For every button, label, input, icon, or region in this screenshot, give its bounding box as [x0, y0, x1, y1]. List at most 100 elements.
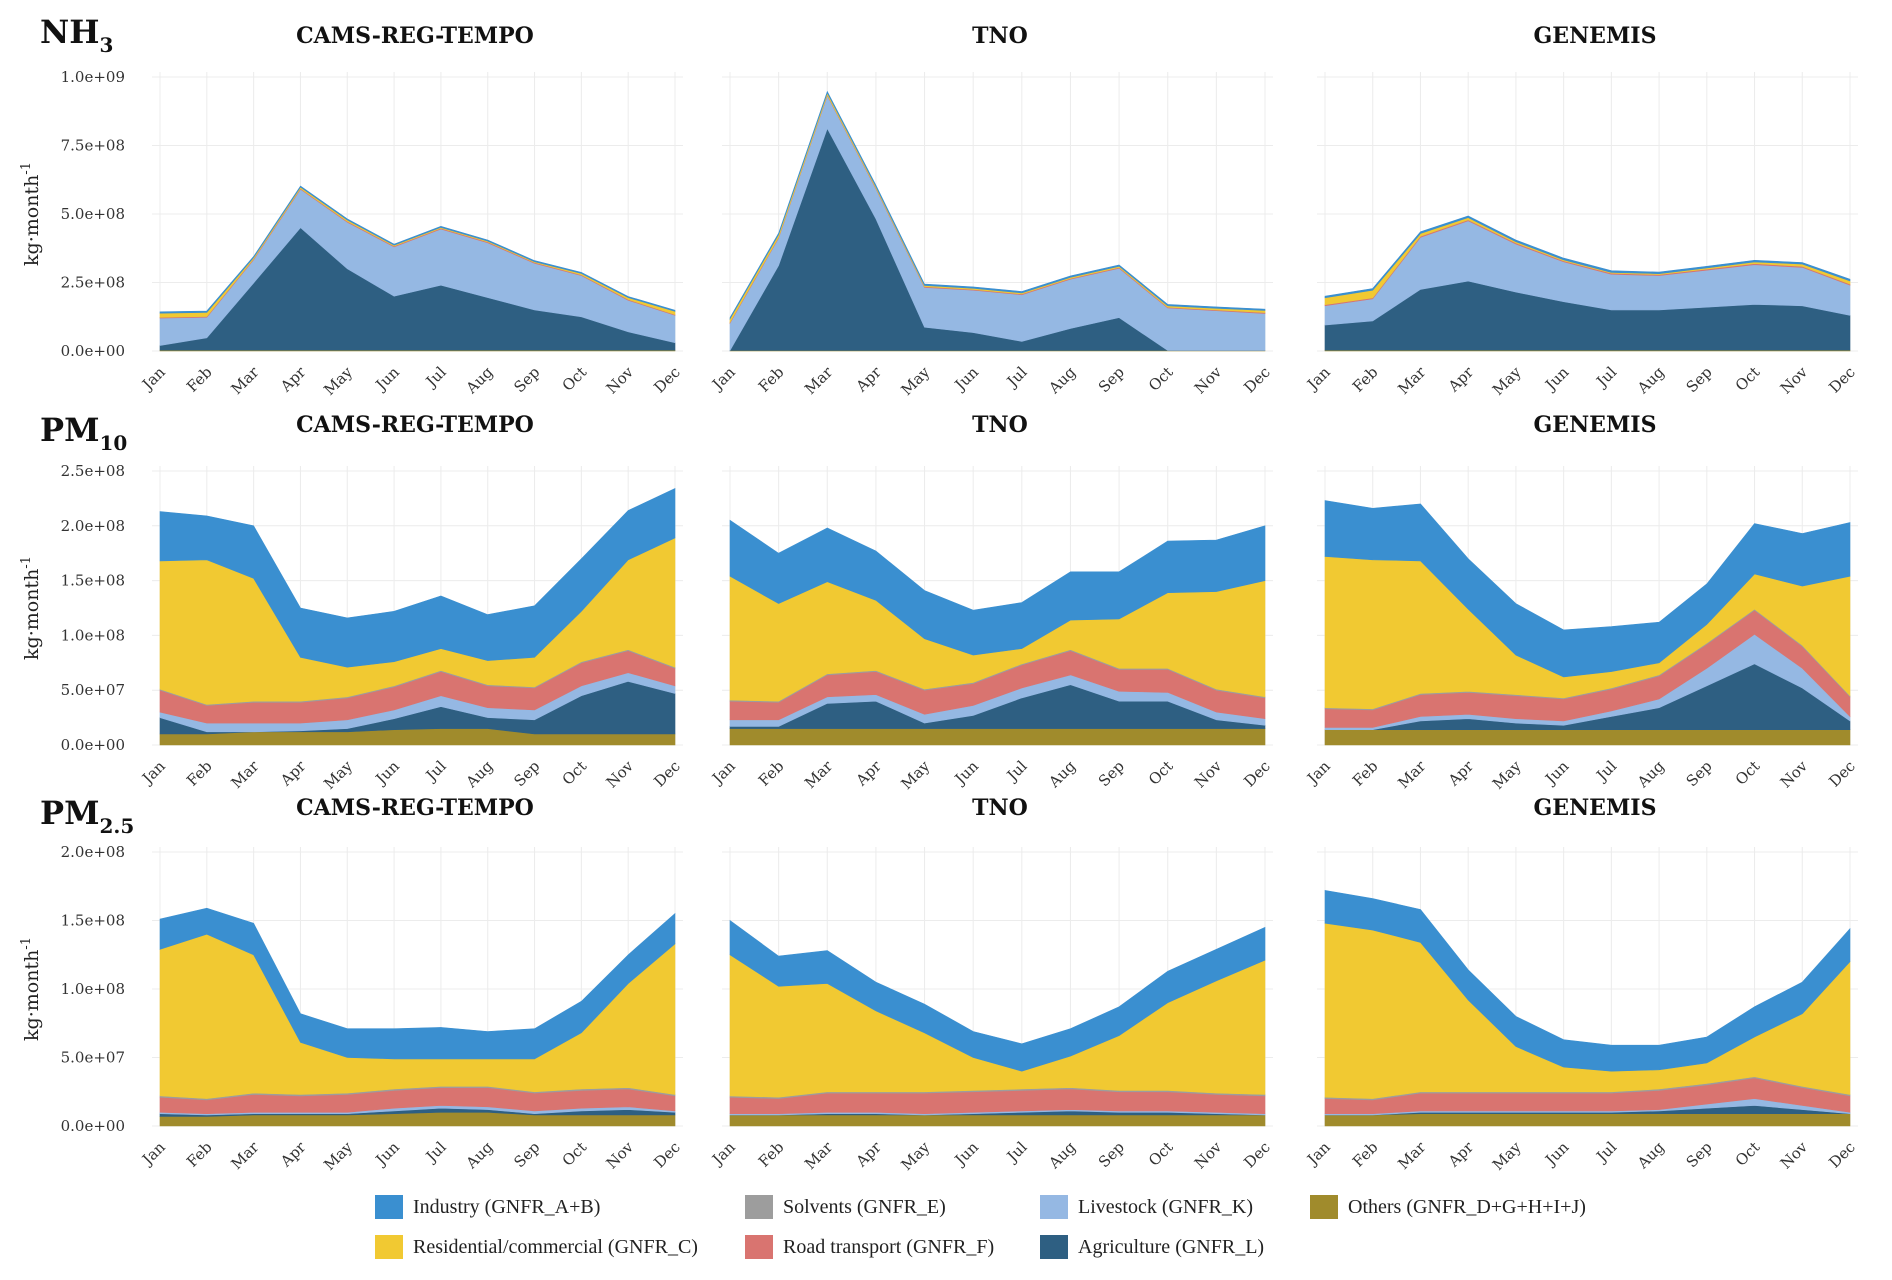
x-tick-label: Sep [1683, 1138, 1716, 1171]
x-tick-label: Oct [559, 757, 591, 789]
x-tick-label: Apr [276, 757, 310, 791]
legend-item-residential: Residential/commercial (GNFR_C) [375, 1235, 698, 1259]
x-tick-label: Feb [1349, 1138, 1382, 1171]
x-tick-label: Oct [1145, 1138, 1177, 1170]
x-tick-label: Feb [183, 363, 216, 396]
x-tick-label: Sep [510, 363, 543, 396]
x-tick-label: Oct [559, 1138, 591, 1170]
row-label-0: NH3 [40, 13, 113, 57]
x-tick-label: Jun [1540, 363, 1572, 395]
x-tick-label: Jul [1002, 757, 1031, 786]
area-industry [729, 90, 1266, 321]
x-tick-label: Nov [1777, 363, 1812, 398]
panel-title: GENEMIS [1534, 795, 1657, 821]
x-tick-label: May [1489, 757, 1525, 793]
y-tick-label: 1.0e+08 [61, 626, 125, 644]
area-others [729, 1114, 1266, 1127]
y-axis-label: kg·month-1 [19, 556, 43, 660]
area-industry [1324, 215, 1851, 299]
x-tick-label: Aug [1633, 757, 1668, 792]
x-tick-label: Apr [852, 1138, 886, 1172]
panel-PM2.5-GENEMIS: GENEMIS Jan Feb Mar Apr May Jun Jul Aug Sep Oct Nov… [1302, 795, 1859, 1174]
area-industry [729, 919, 1266, 1072]
y-tick-label: 2.0e+08 [61, 517, 125, 535]
x-tick-label: Jun [371, 363, 403, 395]
x-tick-label: Sep [1095, 1138, 1128, 1171]
area-residential [159, 933, 676, 1099]
legend-item-solvents: Solvents (GNFR_E) [745, 1195, 946, 1219]
x-tick-label: Aug [1045, 363, 1080, 398]
x-tick-label: Sep [1095, 363, 1128, 396]
legend-key-industry [375, 1195, 403, 1219]
x-tick-label: Feb [755, 363, 788, 396]
x-tick-label: Feb [183, 757, 216, 790]
legend-label: Others (GNFR_D+G+H+I+J) [1348, 1195, 1586, 1218]
x-tick-label: Oct [1732, 1138, 1764, 1170]
x-tick-label: Jan [1302, 363, 1334, 395]
x-tick-label: Jul [1592, 757, 1621, 786]
legend-label: Road transport (GNFR_F) [783, 1235, 995, 1258]
x-tick-label: Mar [227, 363, 263, 399]
x-tick-label: Sep [510, 757, 543, 790]
panel-title: TNO [972, 795, 1028, 821]
x-tick-label: Dec [1240, 757, 1273, 790]
y-tick-label: 5.0e+08 [61, 205, 125, 223]
x-tick-label: Jun [950, 1138, 982, 1170]
legend-label: Industry (GNFR_A+B) [413, 1195, 601, 1218]
panel-title: CAMS-REG-TEMPO [296, 412, 534, 438]
y-tick-label: 7.5e+08 [61, 137, 125, 155]
area-industry [729, 519, 1266, 656]
x-tick-label: Mar [1394, 1138, 1430, 1174]
x-tick-label: Nov [603, 1138, 638, 1173]
x-tick-label: Aug [1045, 1138, 1080, 1173]
panel-title: CAMS-REG-TEMPO [296, 795, 534, 821]
legend-key-livestock [1040, 1195, 1068, 1219]
x-tick-label: May [897, 1138, 933, 1174]
x-tick-label: Nov [1191, 1138, 1226, 1173]
area-industry [159, 185, 676, 314]
x-tick-label: Dec [1240, 363, 1273, 396]
panel-title: TNO [972, 412, 1028, 438]
x-tick-label: Feb [755, 757, 788, 790]
legend-key-others [1310, 1195, 1338, 1219]
legend-item-industry: Industry (GNFR_A+B) [375, 1195, 600, 1219]
x-tick-label: Jul [1002, 363, 1031, 392]
x-tick-label: Mar [227, 757, 263, 793]
x-tick-label: Mar [801, 757, 837, 793]
x-tick-label: Sep [1683, 757, 1716, 790]
x-tick-label: Jul [421, 363, 450, 392]
area-industry [1324, 890, 1851, 1072]
row-label-2: PM2.5 [40, 794, 134, 838]
legend-key-solvents [745, 1195, 773, 1219]
x-tick-label: Apr [276, 363, 310, 397]
x-tick-label: Jul [1592, 363, 1621, 392]
x-tick-label: Jun [371, 757, 403, 789]
panel-PM2.5-CAMS-REG-TEMPO: CAMS-REG-TEMPO 0.0e+00 5.0e+07 1.0e+08 1.5e+… [19, 795, 684, 1174]
y-tick-label: 5.0e+07 [61, 681, 125, 699]
x-tick-label: Mar [801, 363, 837, 399]
y-tick-label: 2.0e+08 [61, 843, 125, 861]
y-tick-label: 1.5e+08 [61, 912, 125, 930]
panel-NH3-TNO: TNO Jan Feb Mar Apr May Jun Jul Aug Sep Oct Nov Dec [707, 23, 1274, 399]
legend-key-agriculture [1040, 1235, 1068, 1259]
x-tick-label: Jan [137, 363, 169, 395]
legend-item-agriculture: Agriculture (GNFR_L) [1040, 1235, 1264, 1259]
panel-NH3-GENEMIS: GENEMIS Jan Feb Mar Apr May Jun Jul Aug Sep Oct Nov… [1302, 23, 1859, 399]
x-tick-label: Mar [1394, 757, 1430, 793]
x-tick-label: Dec [1825, 1138, 1858, 1171]
x-tick-label: Jul [1592, 1138, 1621, 1167]
area-others [729, 728, 1266, 746]
x-tick-label: Aug [462, 363, 497, 398]
x-tick-label: May [320, 757, 356, 793]
x-tick-label: Dec [650, 1138, 683, 1171]
x-tick-label: Dec [650, 363, 683, 396]
x-tick-label: Feb [755, 1138, 788, 1171]
x-tick-label: Aug [462, 1138, 497, 1173]
x-tick-label: Mar [801, 1138, 837, 1174]
x-tick-label: Jun [1540, 1138, 1572, 1170]
y-tick-label: 0.0e+00 [61, 1117, 125, 1135]
x-tick-label: Oct [1145, 757, 1177, 789]
area-industry [1324, 500, 1851, 678]
y-axis-label: kg·month-1 [19, 937, 43, 1041]
